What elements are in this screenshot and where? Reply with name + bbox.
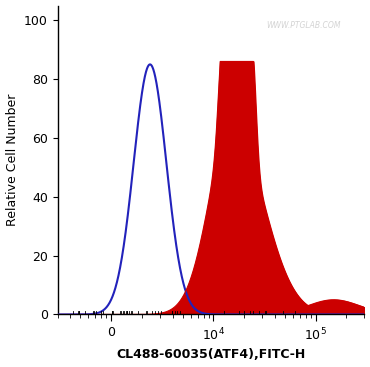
X-axis label: CL488-60035(ATF4),FITC-H: CL488-60035(ATF4),FITC-H	[117, 348, 306, 361]
Y-axis label: Relative Cell Number: Relative Cell Number	[6, 94, 18, 226]
Text: WWW.PTGLAB.COM: WWW.PTGLAB.COM	[266, 21, 341, 30]
